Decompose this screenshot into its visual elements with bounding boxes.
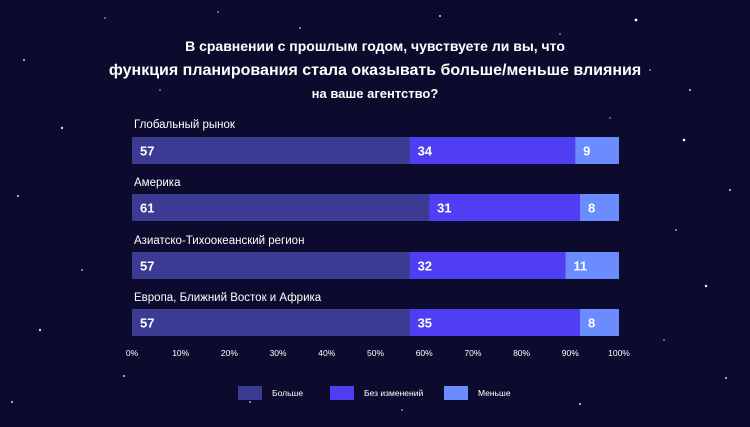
bar-segment xyxy=(409,252,566,279)
category-label: Глобальный рынок xyxy=(134,119,236,131)
star xyxy=(23,59,25,61)
x-tick-label: 50% xyxy=(367,348,384,358)
category-label: Европа, Ближний Восток и Африка xyxy=(134,292,322,304)
legend-swatch xyxy=(330,386,354,400)
star xyxy=(579,403,581,405)
bar-segment xyxy=(409,137,576,164)
star xyxy=(634,18,638,22)
star xyxy=(104,17,106,19)
bar-segment xyxy=(580,309,619,336)
x-tick-label: 0% xyxy=(126,348,139,358)
x-tick-label: 70% xyxy=(464,348,481,358)
star xyxy=(704,284,708,288)
bar-segment xyxy=(132,309,410,336)
star xyxy=(729,189,731,191)
x-tick-label: 40% xyxy=(318,348,335,358)
bar-segment xyxy=(132,194,430,221)
legend-label: Без изменений xyxy=(364,388,423,398)
bar-segment xyxy=(132,252,410,279)
star xyxy=(123,375,125,377)
data-label: 57 xyxy=(140,259,154,274)
chart-title-line-1: В сравнении с прошлым годом, чувствуете … xyxy=(185,38,565,54)
x-tick-label: 80% xyxy=(513,348,530,358)
star xyxy=(401,409,403,411)
data-label: 35 xyxy=(418,316,432,331)
x-tick-label: 100% xyxy=(608,348,630,358)
data-label: 32 xyxy=(418,259,432,274)
bar-segment xyxy=(409,309,581,336)
data-label: 8 xyxy=(588,201,595,216)
data-label: 34 xyxy=(418,144,433,159)
star xyxy=(559,33,561,35)
chart-title-line-3: на ваше агентство? xyxy=(311,86,439,101)
bar-segment xyxy=(565,252,619,279)
x-tick-label: 90% xyxy=(562,348,579,358)
category-label: Америка xyxy=(134,177,181,189)
star xyxy=(609,117,611,119)
x-tick-label: 30% xyxy=(270,348,287,358)
star xyxy=(81,269,83,271)
star xyxy=(17,195,19,197)
data-label: 31 xyxy=(437,201,451,216)
star xyxy=(299,27,301,29)
star xyxy=(649,69,651,71)
data-label: 57 xyxy=(140,144,154,159)
chart-title-line-2: функция планирования стала оказывать бол… xyxy=(108,62,642,79)
star xyxy=(439,15,441,17)
data-label: 8 xyxy=(588,316,595,331)
star xyxy=(60,126,64,130)
legend-label: Больше xyxy=(272,388,303,398)
x-tick-label: 60% xyxy=(416,348,433,358)
star xyxy=(11,401,13,403)
star xyxy=(682,138,686,142)
legend-label: Меньше xyxy=(478,388,511,398)
star xyxy=(249,401,251,403)
bar-segment xyxy=(580,194,619,221)
star xyxy=(663,339,665,341)
data-label: 61 xyxy=(140,201,154,216)
bar-segment xyxy=(575,137,619,164)
star xyxy=(38,328,42,332)
category-label: Азиатско-Тихоокеанский регион xyxy=(134,235,304,247)
star xyxy=(217,11,219,13)
star xyxy=(725,377,727,379)
x-tick-label: 10% xyxy=(172,348,189,358)
star xyxy=(159,89,161,91)
x-tick-label: 20% xyxy=(221,348,238,358)
star xyxy=(675,229,677,231)
legend-swatch xyxy=(444,386,468,400)
star xyxy=(689,89,691,91)
data-label: 57 xyxy=(140,316,154,331)
bar-segment xyxy=(429,194,581,221)
bar-segment xyxy=(132,137,410,164)
legend-swatch xyxy=(238,386,262,400)
data-label: 11 xyxy=(573,259,587,274)
data-label: 9 xyxy=(583,144,590,159)
